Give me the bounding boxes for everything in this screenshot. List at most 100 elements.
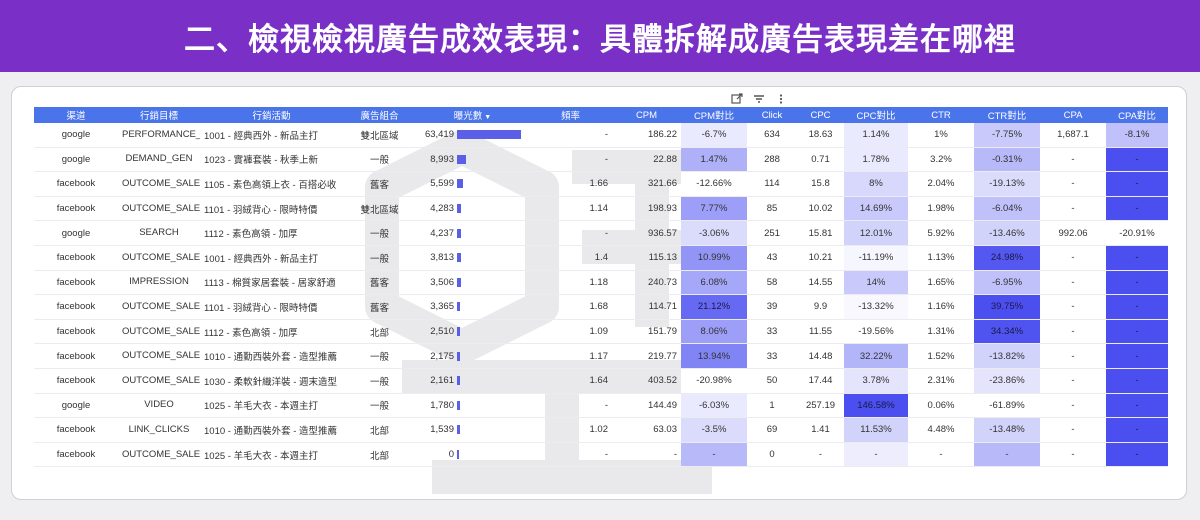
header-objective[interactable]: 行銷目標 xyxy=(118,107,200,123)
cell-channel: google xyxy=(34,147,118,173)
cell-adset: 一般 xyxy=(343,368,416,394)
table-row[interactable]: facebook LINK_CLICKS 1010 - 通勤西裝外套 - 造型推薦北… xyxy=(34,417,1168,443)
cell-cpc: 14.55 xyxy=(797,270,844,296)
cell-adset: 一般 xyxy=(343,245,416,271)
cell-campaign: 1025 - 羊毛大衣 - 本週主打 xyxy=(200,393,343,419)
header-frequency[interactable]: 頻率 xyxy=(529,107,612,123)
cell-cpm-compare: -6.7% xyxy=(681,123,747,148)
cell-cpc-compare: -11.19% xyxy=(844,245,908,271)
cell-cpm: 198.93 xyxy=(612,196,681,222)
table-row[interactable]: facebook OUTCOME_SALES 1101 - 羽絨背心 - 限時特價雙… xyxy=(34,196,1168,222)
header-cpa-compare[interactable]: CPA對比 xyxy=(1106,107,1168,123)
header-ctr[interactable]: CTR xyxy=(908,107,974,123)
cell-campaign: 1101 - 羽絨背心 - 限時特價 xyxy=(200,294,343,320)
cell-adset: 北部 xyxy=(343,442,416,468)
table-row[interactable]: google SEARCH 1112 - 素色高領 - 加厚 一般 4,237 -936.… xyxy=(34,220,1168,246)
header-cpm-compare[interactable]: CPM對比 xyxy=(681,107,747,123)
cell-ctr-compare: -13.46% xyxy=(974,220,1040,246)
cell-channel: google xyxy=(34,393,118,419)
cell-ctr-compare: -13.48% xyxy=(974,417,1040,443)
cell-cpc: 9.9 xyxy=(797,294,844,320)
header-channel[interactable]: 渠道 xyxy=(34,107,118,123)
cell-cpc-compare: 11.53% xyxy=(844,417,908,443)
cell-cpa-compare: - xyxy=(1106,319,1168,345)
cell-frequency: 1.09 xyxy=(529,319,612,345)
cell-click: 58 xyxy=(747,270,797,296)
table-toolbar xyxy=(730,91,788,107)
impressions-value: 0 xyxy=(448,449,454,461)
impressions-value: 3,506 xyxy=(430,276,454,288)
cell-ctr: 1.65% xyxy=(908,270,974,296)
cell-adset: 一般 xyxy=(343,343,416,369)
header-label: 曝光數 xyxy=(453,111,483,122)
header-cpc-compare[interactable]: CPC對比 xyxy=(844,107,908,123)
cell-cpm-compare: -6.03% xyxy=(681,393,747,419)
cell-cpc-compare: 1.14% xyxy=(844,123,908,148)
header-ctr-compare[interactable]: CTR對比 xyxy=(974,107,1040,123)
cell-channel: facebook xyxy=(34,245,118,271)
header-label: CPA對比 xyxy=(1118,111,1156,122)
impressions-value: 1,780 xyxy=(430,399,454,411)
header-cpm[interactable]: CPM xyxy=(612,107,681,123)
impressions-bar xyxy=(457,130,521,140)
table-row[interactable]: facebook OUTCOME_SALES 1010 - 通勤西裝外套 - 造型推… xyxy=(34,343,1168,369)
cell-frequency: - xyxy=(529,147,612,173)
cell-cpc: 18.63 xyxy=(797,123,844,148)
cell-cpa-compare: - xyxy=(1106,294,1168,320)
cell-adset: 雙北區域 xyxy=(343,123,416,148)
filter-icon[interactable] xyxy=(752,92,766,106)
impressions-bar xyxy=(457,302,461,312)
header-label: CPC對比 xyxy=(856,111,896,122)
cell-impressions: 4,283 xyxy=(416,196,529,222)
header-cpa[interactable]: CPA xyxy=(1040,107,1106,123)
impressions-value: 8,993 xyxy=(430,153,454,165)
header-adset[interactable]: 廣告組合 xyxy=(343,107,416,123)
table-row[interactable]: facebook OUTCOME_SALES 1101 - 羽絨背心 - 限時特價舊… xyxy=(34,294,1168,320)
table-row[interactable]: facebook IMPRESSION 1113 - 棉質家居套裝 - 居家舒適 舊客… xyxy=(34,270,1168,296)
export-icon[interactable] xyxy=(730,92,744,106)
cell-adset: 北部 xyxy=(343,319,416,345)
cell-campaign: 1101 - 羽絨背心 - 限時特價 xyxy=(200,196,343,222)
cell-cpm-compare: -3.5% xyxy=(681,417,747,443)
cell-cpa-compare: - xyxy=(1106,417,1168,443)
cell-ctr-compare: -23.86% xyxy=(974,368,1040,394)
more-vert-icon[interactable] xyxy=(774,92,788,106)
cell-campaign: 1030 - 柔軟針織洋裝 - 週末造型 xyxy=(200,368,343,394)
cell-cpc: 11.55 xyxy=(797,319,844,345)
cell-channel: facebook xyxy=(34,171,118,197)
impressions-bar xyxy=(457,425,460,435)
table-row[interactable]: facebook OUTCOME_SALES 1025 - 羊毛大衣 - 本週主打北… xyxy=(34,442,1168,468)
cell-ctr: 1.52% xyxy=(908,343,974,369)
cell-cpm-compare: -12.66% xyxy=(681,171,747,197)
header-impressions[interactable]: 曝光數 ▼ xyxy=(416,107,529,123)
cell-channel: facebook xyxy=(34,270,118,296)
table-row[interactable]: facebook OUTCOME_SALES 1030 - 柔軟針織洋裝 - 週末造… xyxy=(34,368,1168,394)
cell-adset: 舊客 xyxy=(343,171,416,197)
page-banner: 二、檢視檢視廣告成效表現：具體拆解成廣告表現差在哪裡 xyxy=(0,0,1200,72)
cell-click: 50 xyxy=(747,368,797,394)
header-cpc[interactable]: CPC xyxy=(797,107,844,123)
cell-cpm-compare: -3.06% xyxy=(681,220,747,246)
cell-cpm-compare: 8.06% xyxy=(681,319,747,345)
table-row[interactable]: facebook OUTCOME_SALES 1105 - 素色高領上衣 - 百搭必… xyxy=(34,171,1168,197)
cell-cpa: - xyxy=(1040,245,1106,271)
header-campaign[interactable]: 行銷活動 xyxy=(200,107,343,123)
cell-ctr-compare: - xyxy=(974,442,1040,468)
cell-cpa-compare: - xyxy=(1106,171,1168,197)
cell-impressions: 2,510 xyxy=(416,319,529,345)
table-row[interactable]: facebook OUTCOME_SALES 1001 - 經典西外 - 新品主打一… xyxy=(34,245,1168,271)
cell-campaign: 1001 - 經典西外 - 新品主打 xyxy=(200,123,343,148)
table-row[interactable]: facebook OUTCOME_SALES 1112 - 素色高領 - 加厚 北部 2… xyxy=(34,319,1168,345)
cell-click: 33 xyxy=(747,343,797,369)
sort-desc-icon[interactable]: ▼ xyxy=(484,114,492,121)
table-row[interactable]: google VIDEO 1025 - 羊毛大衣 - 本週主打 一般 1,780-144… xyxy=(34,393,1168,419)
cell-campaign: 1112 - 素色高領 - 加厚 xyxy=(200,220,343,246)
cell-ctr: 1.16% xyxy=(908,294,974,320)
header-click[interactable]: Click xyxy=(747,107,797,123)
cell-cpm-compare: - xyxy=(681,442,747,468)
cell-cpc: 14.48 xyxy=(797,343,844,369)
table-row[interactable]: google DEMAND_GEN 1023 - 實褲套裝 - 秋季上新 一般 8,99… xyxy=(34,147,1168,173)
cell-click: 1 xyxy=(747,393,797,419)
